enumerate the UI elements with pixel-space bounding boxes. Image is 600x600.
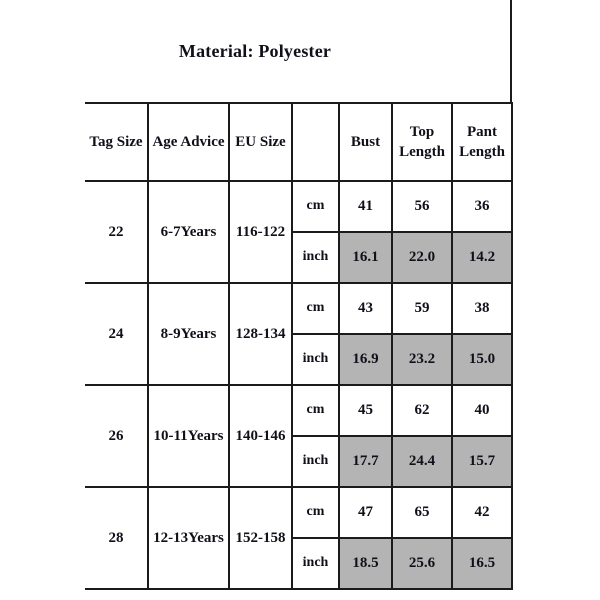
cell-unit-inch: inch: [291, 231, 340, 284]
table-row-size24-inch: inch 16.9 23.2 15.0: [85, 333, 513, 386]
cell-eu-size: 152-158: [228, 486, 293, 590]
cell-bust-inch: 17.7: [338, 435, 393, 488]
table-row-size24-cm: 24 8-9Years 128-134 cm 43 59 38: [85, 282, 513, 386]
cell-unit-cm: cm: [291, 486, 340, 539]
cell-unit-inch: inch: [291, 333, 340, 386]
cell-bust-inch: 18.5: [338, 537, 393, 590]
cell-top-length-inch: 25.6: [391, 537, 453, 590]
cell-bust-inch: 16.1: [338, 231, 393, 284]
cell-unit-cm: cm: [291, 384, 340, 437]
size-chart-table: Tag Size Age Advice EU Size Bust Top Len…: [85, 102, 513, 590]
cell-pant-length-cm: 36: [451, 180, 513, 233]
table-row-size28-inch: inch 18.5 25.6 16.5: [85, 537, 513, 590]
table-row-size22-inch: inch 16.1 22.0 14.2: [85, 231, 513, 284]
cell-tag-size: 24: [85, 282, 149, 386]
cell-top-length-cm: 59: [391, 282, 453, 335]
table-row-size22-cm: 22 6-7Years 116-122 cm 41 56 36: [85, 180, 513, 284]
col-header-age-advice: Age Advice: [147, 102, 230, 182]
cell-top-length-cm: 56: [391, 180, 453, 233]
material-title: Material: Polyester: [178, 40, 332, 61]
cell-pant-length-inch: 14.2: [451, 231, 513, 284]
cell-pant-length-inch: 15.7: [451, 435, 513, 488]
cell-bust-cm: 43: [338, 282, 393, 335]
cell-top-length-inch: 22.0: [391, 231, 453, 284]
cell-tag-size: 28: [85, 486, 149, 590]
cell-top-length-inch: 23.2: [391, 333, 453, 386]
cell-top-length-cm: 65: [391, 486, 453, 539]
col-header-tag-size: Tag Size: [85, 102, 149, 182]
cell-unit-cm: cm: [291, 282, 340, 335]
material-title-section: Material: Polyester: [0, 0, 512, 102]
cell-age-advice: 8-9Years: [147, 282, 230, 386]
cell-eu-size: 128-134: [228, 282, 293, 386]
cell-unit-cm: cm: [291, 180, 340, 233]
cell-pant-length-cm: 40: [451, 384, 513, 437]
cell-bust-cm: 41: [338, 180, 393, 233]
col-header-bust: Bust: [338, 102, 393, 182]
cell-tag-size: 22: [85, 180, 149, 284]
cell-bust-cm: 45: [338, 384, 393, 437]
col-header-pant-length: Pant Length: [451, 102, 513, 182]
table-row-size26-inch: inch 17.7 24.4 15.7: [85, 435, 513, 488]
cell-age-advice: 10-11Years: [147, 384, 230, 488]
cell-age-advice: 6-7Years: [147, 180, 230, 284]
cell-pant-length-inch: 16.5: [451, 537, 513, 590]
table-row-size28-cm: 28 12-13Years 152-158 cm 47 65 42: [85, 486, 513, 590]
col-header-unit: [291, 102, 340, 182]
col-header-top-length: Top Length: [391, 102, 453, 182]
cell-unit-inch: inch: [291, 537, 340, 590]
cell-eu-size: 140-146: [228, 384, 293, 488]
cell-age-advice: 12-13Years: [147, 486, 230, 590]
cell-unit-inch: inch: [291, 435, 340, 488]
cell-pant-length-cm: 38: [451, 282, 513, 335]
cell-top-length-inch: 24.4: [391, 435, 453, 488]
cell-bust-cm: 47: [338, 486, 393, 539]
header-row: Tag Size Age Advice EU Size Bust Top Len…: [85, 102, 513, 182]
cell-bust-inch: 16.9: [338, 333, 393, 386]
cell-pant-length-inch: 15.0: [451, 333, 513, 386]
cell-pant-length-cm: 42: [451, 486, 513, 539]
cell-top-length-cm: 62: [391, 384, 453, 437]
table-row-size26-cm: 26 10-11Years 140-146 cm 45 62 40: [85, 384, 513, 488]
cell-eu-size: 116-122: [228, 180, 293, 284]
cell-tag-size: 26: [85, 384, 149, 488]
col-header-eu-size: EU Size: [228, 102, 293, 182]
